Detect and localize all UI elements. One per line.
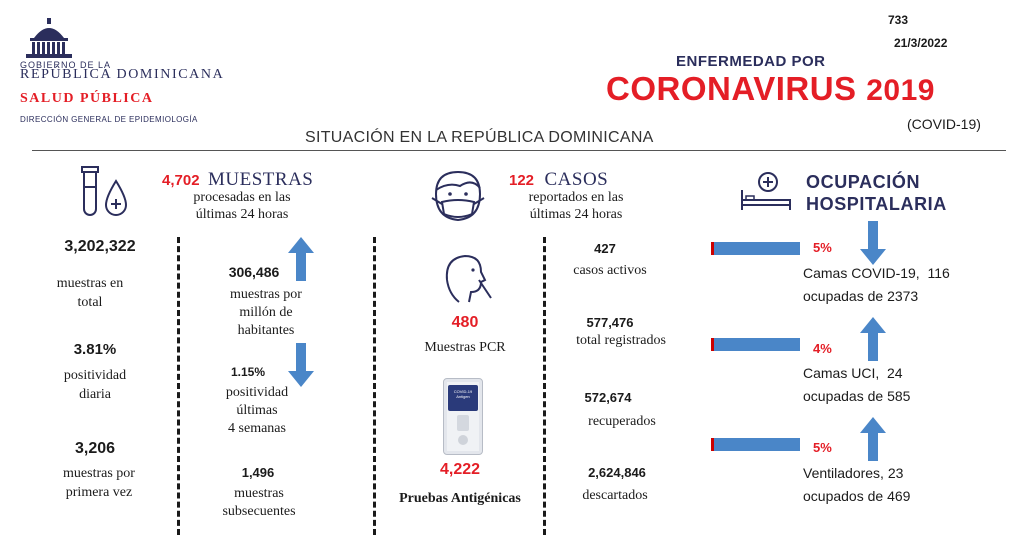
active-label: casos activos	[573, 263, 647, 278]
kit-well	[458, 435, 468, 445]
masked-face-icon	[428, 168, 488, 224]
per-million-up-arrow-icon	[288, 237, 314, 281]
ocupacion-vent-line-1: Ventiladores, 23	[803, 465, 904, 481]
covid-subtitle: (COVID-19)	[907, 116, 981, 132]
ocupacion-covid-line-2: ocupadas de 2373	[803, 288, 919, 304]
per-million-label: muestras por millón de habitantes	[206, 286, 326, 340]
logo-emblem-icon	[20, 16, 78, 60]
per-million-label-1: muestras por	[230, 287, 302, 302]
casos-subtitle: reportados en las últimas 24 horas	[506, 189, 646, 223]
antigen-test-kit-icon: COVID-19 Antigen	[443, 378, 483, 455]
ocupacion-down-arrow-icon	[860, 221, 886, 265]
positividad-diaria-label-2: diaria	[79, 387, 111, 402]
positividad-diaria-value: 3.81%	[73, 341, 117, 358]
ocupacion-pct-uci: 4%	[813, 341, 832, 356]
casos-count: 122	[509, 172, 535, 189]
salud-publica: SALUD PÚBLICA	[20, 91, 154, 106]
muestras-title: MUESTRAS	[208, 169, 314, 190]
primera-vez-value: 3,206	[74, 440, 116, 457]
ocupacion-text-uci: Camas UCI, 24 ocupadas de 585	[803, 362, 910, 408]
casos-subtitle-line-1: reportados en las	[528, 190, 624, 205]
situacion-title: SITUACIÓN EN LA REPÚBLICA DOMINICANA	[305, 129, 654, 146]
ocupacion-up-arrow-icon	[860, 317, 886, 361]
recovered-value: 572,674	[584, 390, 632, 405]
coronavirus-word: CORONAVIRUS	[606, 70, 857, 107]
ocupacion-pct-ventiladores: 5%	[813, 440, 832, 455]
positividad-4w-label-2: últimas	[236, 403, 278, 418]
discarded-label: descartados	[582, 488, 648, 503]
ocupacion-uci-line-1: Camas UCI, 24	[803, 365, 903, 381]
muestras-count: 4,702	[162, 172, 200, 189]
header-divider	[32, 150, 1006, 151]
primera-vez-label-1: muestras por	[63, 466, 135, 481]
positividad-diaria-label-1: positividad	[63, 368, 127, 383]
positividad-4w-label: positividad últimas 4 semanas	[197, 384, 317, 438]
kit-label-band: COVID-19 Antigen	[448, 385, 478, 411]
subsecuentes-label-2: subsecuentes	[222, 504, 296, 519]
report-date: 21/3/2022	[894, 36, 948, 50]
subsecuentes-value: 1,496	[241, 465, 275, 480]
ocupacion-vent-line-2: ocupados de 469	[803, 488, 911, 504]
hospital-bed-icon	[738, 170, 794, 214]
discarded-value: 2,624,846	[588, 465, 646, 480]
ocupacion-title-1: OCUPACIÓN	[806, 172, 921, 192]
muestras-total-value: 3,202,322	[64, 238, 136, 255]
kit-window	[457, 415, 469, 431]
ocupacion-pct-covid: 5%	[813, 240, 832, 255]
per-million-value: 306,486	[228, 264, 280, 280]
gov-line: GOBIERNO DE LA	[20, 60, 112, 70]
primera-vez-label: muestras por primera vez	[40, 464, 158, 502]
active-value: 427	[594, 241, 616, 256]
muestras-header: 4,702 MUESTRAS	[162, 169, 313, 191]
positividad-4w-label-3: 4 semanas	[228, 421, 286, 436]
republic-name: REPÚBLICA DOMINICANA	[20, 67, 225, 82]
positividad-4w-value: 1.15%	[230, 365, 266, 379]
positividad-down-arrow-icon	[288, 343, 314, 387]
enfermedad-por: ENFERMEDAD POR	[676, 53, 826, 70]
ocupacion-bar-ventiladores	[711, 438, 800, 451]
report-number: 733	[888, 13, 909, 27]
test-tube-drop-icon	[78, 165, 134, 221]
ocupacion-bar-uci	[711, 338, 800, 351]
muestras-subtitle: procesadas en las últimas 24 horas	[172, 189, 312, 223]
recovered-label: recuperados	[588, 414, 656, 429]
kit-label-text: COVID-19 Antigen	[453, 389, 473, 399]
primera-vez-label-2: primera vez	[65, 485, 133, 500]
muestras-subtitle-line-1: procesadas en las	[193, 190, 291, 205]
positividad-4w-label-1: positividad	[225, 385, 289, 400]
subsecuentes-label: muestras subsecuentes	[200, 485, 318, 521]
registered-value: 577,476	[586, 315, 634, 330]
direccion-general: DIRECCIÓN GENERAL DE EPIDEMIOLOGÍA	[20, 115, 198, 124]
antigen-label: Pruebas Antigénicas	[399, 491, 521, 506]
year-word: 2019	[866, 74, 935, 107]
casos-title: CASOS	[544, 169, 609, 190]
casos-header: 122 CASOS	[509, 169, 608, 191]
ocupacion-text-covid: Camas COVID-19, 116 ocupadas de 2373	[803, 262, 950, 308]
pcr-label: Muestras PCR	[424, 340, 506, 355]
per-million-label-3: habitantes	[237, 323, 295, 338]
nasal-swab-icon	[437, 250, 493, 306]
pcr-value: 480	[451, 314, 479, 331]
coronavirus-title: CORONAVIRUS 2019	[606, 70, 935, 108]
casos-subtitle-line-2: últimas 24 horas	[529, 207, 623, 222]
divider-3	[543, 237, 546, 535]
muestras-total-label-2: total	[77, 295, 103, 310]
subsecuentes-label-1: muestras	[234, 486, 284, 501]
ocupacion-title: OCUPACIÓN HOSPITALARIA	[806, 171, 947, 215]
positividad-diaria-label: positividad diaria	[40, 366, 150, 404]
muestras-subtitle-line-2: últimas 24 horas	[195, 207, 289, 222]
divider-1	[177, 237, 180, 535]
muestras-total-label: muestras en total	[40, 274, 140, 312]
registered-label: total registrados	[576, 333, 666, 348]
ocupacion-bar-covid	[711, 242, 800, 255]
antigen-value: 4,222	[439, 461, 481, 478]
ocupacion-uci-line-2: ocupadas de 585	[803, 388, 911, 404]
per-million-label-2: millón de	[239, 305, 293, 320]
divider-2	[373, 237, 376, 535]
ocupacion-up-arrow-icon-2	[860, 417, 886, 461]
muestras-total-label-1: muestras en	[56, 276, 124, 291]
ocupacion-covid-line-1: Camas COVID-19, 116	[803, 265, 950, 281]
ocupacion-text-ventiladores: Ventiladores, 23 ocupados de 469	[803, 462, 910, 508]
ocupacion-title-2: HOSPITALARIA	[806, 194, 947, 214]
